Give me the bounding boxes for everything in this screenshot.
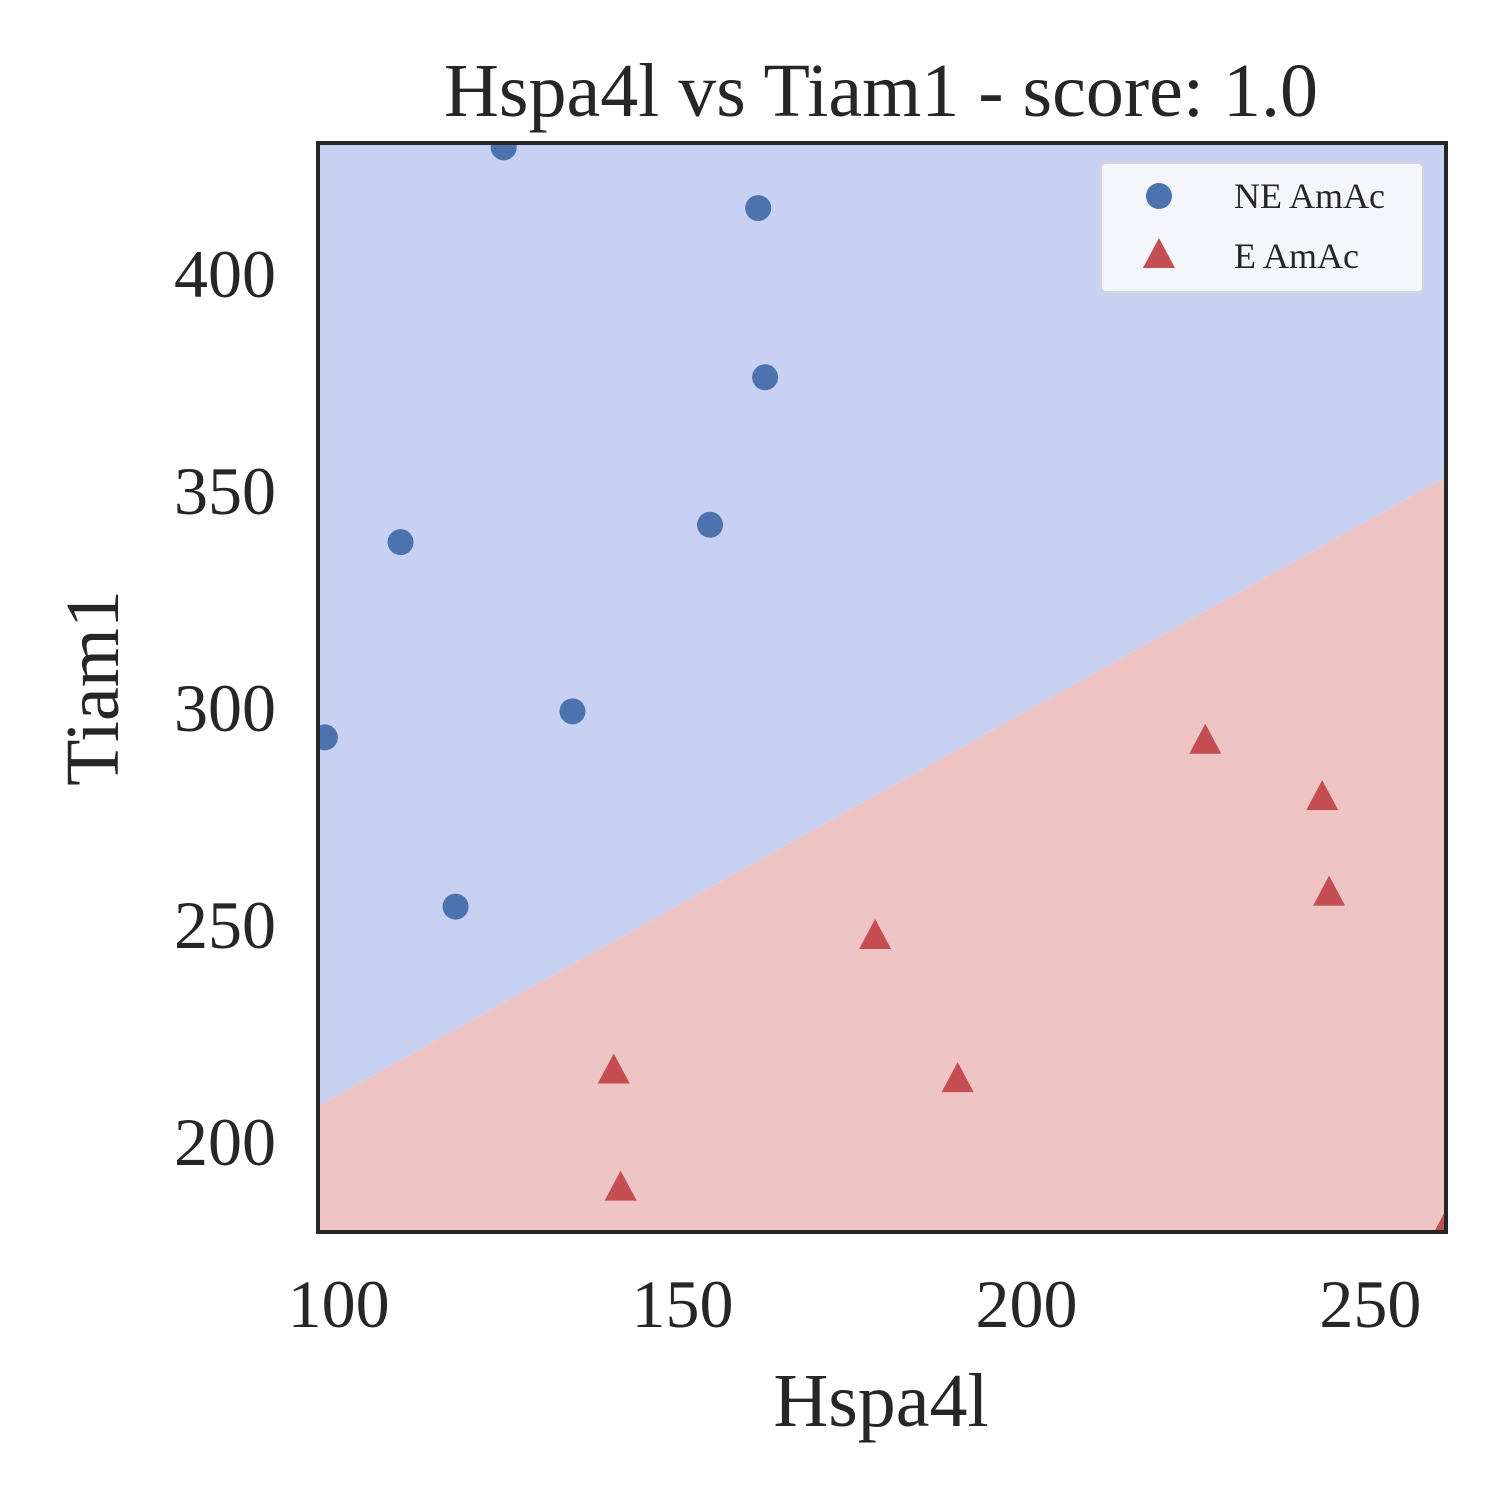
x-axis-ticks: 100 150 200 250 — [288, 1266, 1422, 1342]
x-tick-label: 100 — [288, 1266, 390, 1342]
y-tick-label: 300 — [174, 670, 276, 746]
data-point-e-amac — [1434, 1209, 1446, 1232]
x-tick-label: 200 — [975, 1266, 1077, 1342]
decision-regions — [318, 143, 1446, 1232]
data-point-ne-amac — [559, 698, 586, 725]
y-axis-ticks: 200 250 300 350 400 — [174, 236, 276, 1180]
chart-title: Hspa4l vs Tiam1 - score: 1.0 — [444, 49, 1318, 133]
data-point-ne-amac — [752, 364, 779, 391]
data-point-ne-amac — [745, 195, 772, 222]
data-point-ne-amac — [490, 143, 517, 161]
data-point-ne-amac — [387, 529, 414, 556]
data-point-e-amac — [1306, 780, 1339, 811]
x-tick-label: 250 — [1319, 1266, 1421, 1342]
data-point-e-amac — [597, 1053, 630, 1084]
legend-label: E AmAc — [1234, 236, 1359, 276]
data-point-e-amac — [1189, 723, 1222, 754]
legend: NE AmAc E AmAc — [1100, 162, 1424, 293]
data-point-e-amac — [1313, 875, 1346, 906]
x-tick-label: 150 — [632, 1266, 734, 1342]
data-point-e-amac — [941, 1062, 974, 1093]
data-point-ne-amac — [697, 511, 724, 538]
legend-label: NE AmAc — [1234, 176, 1385, 216]
region-e-amac — [318, 477, 1446, 1232]
x-axis-label: Hspa4l — [773, 1359, 988, 1443]
data-point-e-amac — [859, 918, 892, 949]
y-tick-label: 200 — [174, 1104, 276, 1180]
plot-frame — [316, 141, 1448, 1234]
legend-box — [1100, 162, 1424, 293]
data-points — [318, 143, 1446, 1232]
y-tick-label: 400 — [174, 236, 276, 312]
y-tick-label: 350 — [174, 453, 276, 529]
data-point-ne-amac — [442, 893, 469, 920]
y-tick-label: 250 — [174, 887, 276, 963]
region-ne-amac — [318, 143, 1446, 1107]
legend-marker — [1143, 238, 1175, 268]
data-point-e-amac — [604, 1170, 637, 1201]
y-axis-label: Tiam1 — [51, 590, 135, 786]
data-point-ne-amac — [318, 724, 338, 751]
legend-marker — [1146, 183, 1172, 209]
